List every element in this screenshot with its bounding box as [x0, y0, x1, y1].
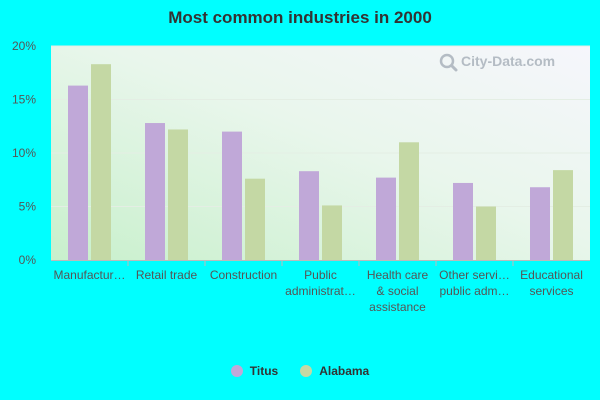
bar-alabama[interactable]: [553, 170, 573, 260]
x-tick-label: Other servi…: [439, 268, 510, 282]
legend-swatch: [230, 365, 243, 377]
y-tick-label: 5%: [19, 200, 37, 214]
bar-titus[interactable]: [299, 171, 319, 260]
x-tick-label: public adm…: [439, 284, 509, 298]
y-tick-label: 15%: [12, 93, 36, 107]
magnifier-icon: [439, 53, 458, 72]
x-tick-label: services: [529, 284, 573, 298]
x-tick-label: Construction: [210, 268, 277, 282]
bar-alabama[interactable]: [168, 129, 188, 260]
x-tick-label: administrat…: [285, 284, 356, 298]
x-tick-label: & social: [376, 284, 418, 298]
legend-item-titus[interactable]: Titus: [230, 364, 279, 378]
x-tick-label: Health care: [367, 268, 429, 282]
watermark-text: City-Data.com: [461, 53, 555, 69]
x-tick-label: assistance: [369, 300, 426, 314]
legend: Titus Alabama: [0, 364, 600, 378]
y-tick-label: 20%: [12, 39, 36, 53]
legend-label: Alabama: [319, 364, 370, 378]
x-tick-label: Public: [304, 268, 337, 282]
bar-titus[interactable]: [68, 85, 88, 260]
bar-titus[interactable]: [453, 182, 473, 260]
bar-titus[interactable]: [376, 177, 396, 260]
bar-titus[interactable]: [222, 131, 242, 260]
bar-titus[interactable]: [530, 187, 550, 260]
bar-alabama[interactable]: [91, 64, 111, 260]
legend-label: Titus: [249, 364, 279, 378]
legend-swatch: [300, 365, 313, 377]
y-tick-label: 0%: [19, 253, 37, 267]
bar-alabama[interactable]: [399, 142, 419, 260]
x-tick-label: Manufactur…: [53, 268, 125, 282]
bar-alabama[interactable]: [245, 178, 265, 260]
chart-title: Most common industries in 2000: [168, 8, 432, 27]
legend-item-alabama[interactable]: Alabama: [300, 364, 369, 378]
bar-titus[interactable]: [145, 123, 165, 260]
x-tick-label: Retail trade: [136, 268, 198, 282]
bar-alabama[interactable]: [322, 205, 342, 260]
x-tick-label: Educational: [520, 268, 583, 282]
y-tick-label: 10%: [12, 146, 36, 160]
watermark: City-Data.com: [439, 53, 555, 72]
bar-alabama[interactable]: [476, 206, 496, 261]
